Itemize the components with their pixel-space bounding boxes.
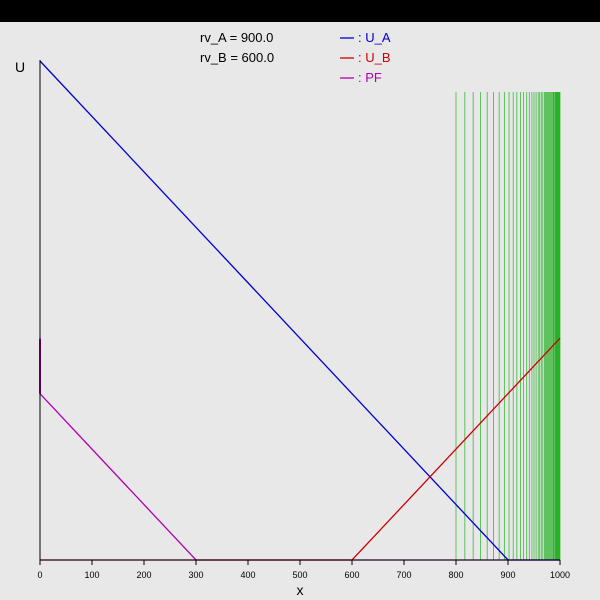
y-axis-label: U	[15, 59, 25, 75]
x-tick-label-0: 0	[37, 570, 42, 580]
series-lines	[39, 60, 561, 561]
param-rv-a: rv_A = 900.0	[200, 30, 273, 45]
top-bar	[0, 0, 600, 22]
series-line-ua	[39, 60, 560, 561]
legend-label-1: : U_B	[358, 50, 391, 65]
x-tick-label-200: 200	[136, 570, 151, 580]
legend-label-0: : U_A	[358, 30, 391, 45]
x-tick-label-800: 800	[448, 570, 463, 580]
x-tick-label-400: 400	[240, 570, 255, 580]
x-tick-label-900: 900	[500, 570, 515, 580]
param-rv-b: rv_B = 600.0	[200, 50, 274, 65]
x-ticks: 0 100 200 300 400 500 600 700 800 900 1000	[37, 560, 570, 580]
x-tick-label-300: 300	[188, 570, 203, 580]
legend-label-2: : PF	[358, 70, 382, 85]
series-line-pf	[39, 393, 560, 561]
x-tick-label-600: 600	[344, 570, 359, 580]
series-line-ub	[40, 337, 561, 561]
green-lines	[455, 92, 561, 560]
x-tick-label-500: 500	[292, 570, 307, 580]
x-tick-label-700: 700	[396, 570, 411, 580]
x-tick-label-1000: 1000	[550, 570, 570, 580]
legend: : U_A : U_B : PF	[340, 30, 391, 85]
x-axis-label: x	[297, 582, 304, 598]
x-tick-label-100: 100	[84, 570, 99, 580]
